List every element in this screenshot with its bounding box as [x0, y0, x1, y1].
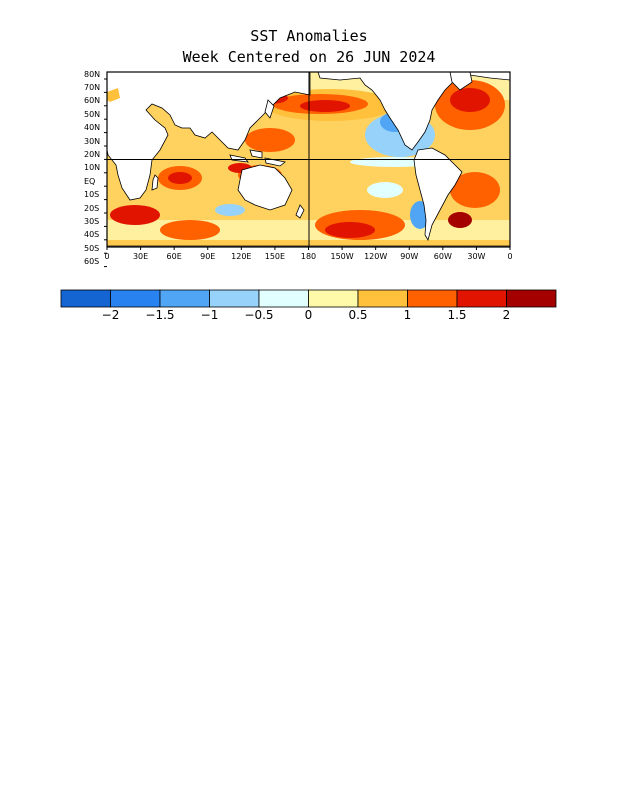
colorbar-tick-label: −1: [200, 308, 219, 322]
colorbar-tick-label: −0.5: [244, 308, 274, 322]
lon-label: 150E: [264, 252, 286, 261]
lon-label: 150W: [330, 252, 354, 261]
colorbar-swatch: [506, 289, 557, 308]
colorbar-swatch: [159, 289, 210, 308]
lon-label: 30W: [467, 252, 486, 261]
lat-label: 40N: [84, 123, 101, 133]
colorbar-tick-label: −1.5: [145, 308, 175, 322]
lon-label: 120E: [231, 252, 252, 261]
colorbar-tick-label: 0: [304, 308, 313, 322]
colorbar-tick-label: 0.5: [348, 308, 368, 322]
colorbar-tick-label: 2: [502, 308, 511, 322]
axis-ticks: [104, 78, 511, 268]
lon-label: 0: [104, 252, 110, 261]
map-subtitle: Week Centered on 26 JUN 2024: [182, 48, 436, 66]
colorbar-swatch: [110, 289, 161, 308]
lat-label: 60S: [84, 257, 100, 267]
colorbar-swatch: [407, 289, 458, 308]
colorbar-swatch: [357, 289, 408, 308]
lon-label: 30E: [132, 252, 149, 261]
continents: [107, 72, 510, 247]
lat-label: 30S: [84, 216, 100, 226]
colorbar-swatch: [209, 289, 260, 308]
lat-label: 80N: [84, 69, 101, 79]
colorbar-tick-label: −2: [101, 308, 120, 322]
lat-label: 20S: [84, 203, 100, 213]
lat-label: 50S: [84, 243, 100, 253]
lon-label: 60E: [166, 252, 182, 261]
lon-label: 180: [300, 252, 317, 261]
lon-label: 120W: [364, 252, 388, 261]
colorbar-tick-label: 1.5: [447, 308, 467, 322]
lon-label: 90E: [200, 252, 216, 261]
lat-label: 50N: [84, 109, 101, 119]
lat-label: EQ: [84, 176, 96, 186]
lon-label: 60W: [433, 252, 452, 261]
colorbar-tick-label: 1: [403, 308, 412, 322]
colorbar-swatch: [60, 289, 111, 308]
lat-label: 40S: [84, 230, 100, 240]
lat-label: 10N: [84, 163, 101, 173]
lat-label: 70N: [84, 82, 101, 92]
lon-label: 90W: [400, 252, 419, 261]
colorbar-swatch: [456, 289, 507, 308]
lat-label: 30N: [84, 136, 101, 146]
lat-label: 20N: [84, 149, 101, 159]
lat-label: 10S: [84, 190, 100, 200]
colorbar-swatch: [258, 289, 309, 308]
lat-label: 60N: [84, 96, 101, 106]
map-title: SST Anomalies: [250, 27, 368, 45]
colorbar-swatch: [308, 289, 359, 308]
lon-label: 0: [507, 252, 513, 261]
colorbar: [60, 289, 557, 308]
